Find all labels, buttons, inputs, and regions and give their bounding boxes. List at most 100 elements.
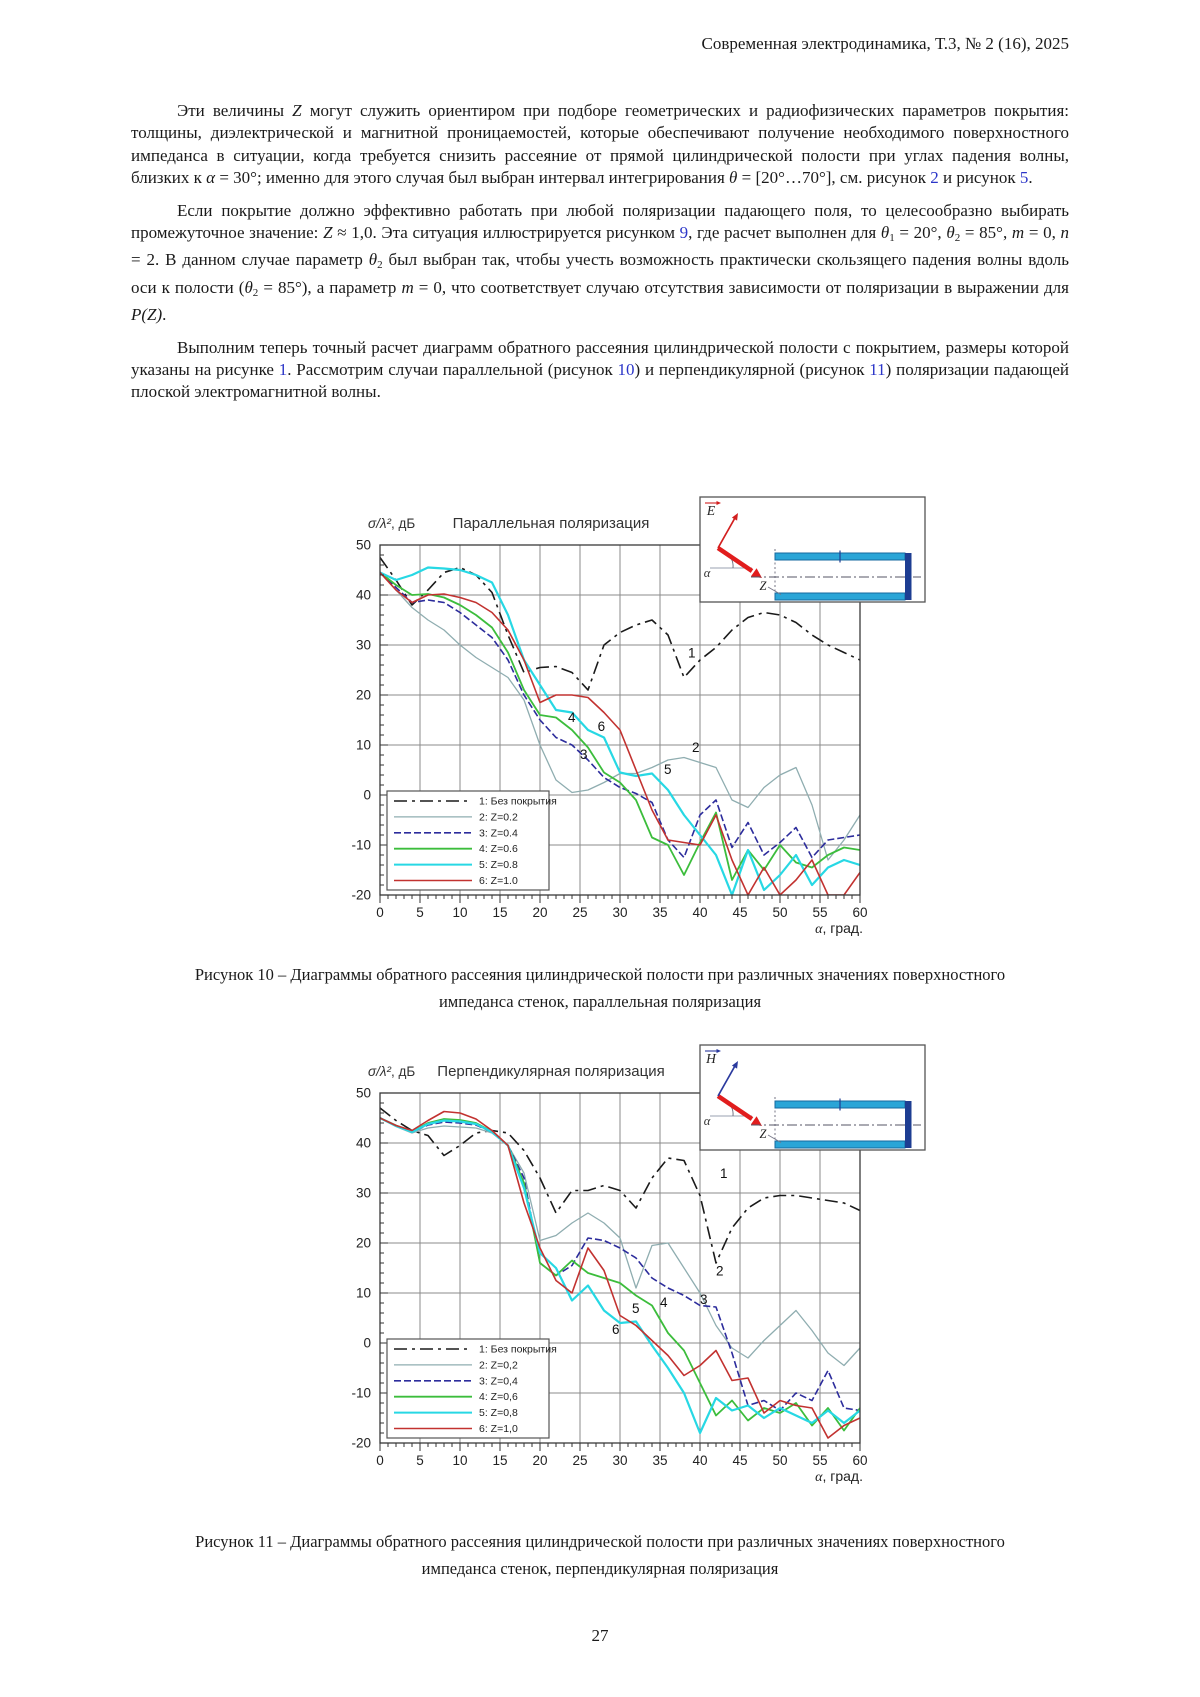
y-tick-label: 10 bbox=[356, 738, 371, 753]
text-segment: θ bbox=[880, 223, 890, 243]
x-tick-label: 25 bbox=[572, 905, 587, 920]
chart-title: Перпендикулярная поляризация bbox=[437, 1063, 664, 1080]
y-tick-label: -10 bbox=[351, 1386, 371, 1401]
text-segment: Z bbox=[323, 223, 333, 243]
text-segment: . Рассмотрим случаи параллельной (рисуно… bbox=[287, 360, 618, 380]
series-line bbox=[380, 1110, 860, 1439]
incident-wave-arrow-icon bbox=[716, 1094, 754, 1121]
text-segment: α bbox=[206, 168, 216, 188]
y-tick-label: 20 bbox=[356, 1236, 371, 1251]
x-tick-label: 50 bbox=[772, 1453, 787, 1468]
text-segment: Эти величины bbox=[177, 101, 293, 120]
text-segment: 1 bbox=[889, 232, 895, 245]
x-tick-label: 50 bbox=[772, 905, 787, 920]
curve-label: 3 bbox=[580, 747, 588, 762]
figure-reference-link[interactable]: 9 bbox=[679, 223, 689, 243]
text-segment: Выполним теперь точный расчет диаграмм о… bbox=[131, 337, 1069, 380]
legend: 1: Без покрытия 2: Z=0,2 3: Z=0,4 4: Z=0,6 5… bbox=[386, 1338, 557, 1439]
y-tick-label: -20 bbox=[351, 1436, 371, 1451]
x-tick-label: 0 bbox=[376, 1453, 384, 1468]
legend-entry-label: 6: Z=1,0 bbox=[479, 1423, 518, 1435]
field-vector-arrow-icon bbox=[717, 1064, 737, 1097]
text-segment: . bbox=[1028, 168, 1033, 188]
field-vector-label: E bbox=[706, 503, 716, 518]
y-tick-label: 30 bbox=[356, 638, 371, 653]
figure-reference-link[interactable]: 2 bbox=[930, 168, 939, 188]
x-tick-label: 25 bbox=[572, 1453, 587, 1468]
x-tick-label: 55 bbox=[812, 905, 827, 920]
text-segment: , где расчет выполнен для bbox=[688, 223, 881, 243]
text-segment: ≈ 1,0. Эта ситуация иллюстрируется рисун… bbox=[332, 223, 680, 243]
x-tick-label: 35 bbox=[652, 1453, 667, 1468]
z-pointer-line bbox=[767, 586, 782, 595]
text-segment: был выбран так, чтобы учесть возможность… bbox=[131, 250, 1069, 297]
body-text: Эти величины Z могут служить ориентиром … bbox=[131, 100, 1069, 414]
legend-box bbox=[386, 790, 550, 891]
curve-label: 1 bbox=[720, 1166, 728, 1181]
x-tick-label: 5 bbox=[416, 905, 424, 920]
text-segment: Если покрытие должно эффективно работать… bbox=[131, 200, 1069, 243]
x-tick-label: 5 bbox=[416, 1453, 424, 1468]
figure-11-backscatter-perpendicular: 0 5 10 15 20 25 30 35 40 45 50 55 60 -20 -10 0 10 20 30 40 5… bbox=[330, 1008, 942, 1500]
caption-line: Рисунок 10 – Диаграммы обратного рассеян… bbox=[194, 965, 1006, 984]
inset-box bbox=[699, 1044, 926, 1151]
figure-10-caption: Рисунок 10 – Диаграммы обратного рассеян… bbox=[131, 961, 1069, 1015]
incident-wave-arrow-icon bbox=[716, 546, 754, 573]
y-tick-label: 50 bbox=[356, 1086, 371, 1101]
curve-label: 6 bbox=[612, 1322, 620, 1337]
y-tick-label: -20 bbox=[351, 888, 371, 903]
legend-entry-label: 5: Z=0.8 bbox=[479, 859, 518, 871]
field-vector-arrowhead-icon bbox=[731, 1061, 738, 1069]
inset-box bbox=[699, 496, 926, 603]
journal-header: Современная электродинамика, Т.3, № 2 (1… bbox=[701, 34, 1070, 53]
curve-label: 6 bbox=[598, 719, 606, 734]
inset-cavity-diagram: Hα Z bbox=[699, 1044, 926, 1151]
z-pointer-line bbox=[767, 1134, 782, 1143]
x-tick-label: 20 bbox=[532, 1453, 547, 1468]
field-vector-label: H bbox=[705, 1051, 717, 1066]
text-segment: и рисунок bbox=[938, 168, 1020, 188]
text-segment: = 0, что соответствует случаю отсутствия… bbox=[413, 277, 1069, 297]
y-tick-label: 20 bbox=[356, 688, 371, 703]
x-tick-label: 45 bbox=[732, 1453, 747, 1468]
x-tick-label: 30 bbox=[612, 1453, 627, 1468]
text-segment: = 85°), а параметр bbox=[258, 277, 402, 297]
figure-11-caption: Рисунок 11 – Диаграммы обратного рассеян… bbox=[131, 1528, 1069, 1582]
y-tick-label: 0 bbox=[363, 788, 371, 803]
x-tick-label: 60 bbox=[852, 905, 867, 920]
text-segment: = 0, bbox=[1024, 223, 1061, 243]
field-vector-arrowhead-icon bbox=[731, 513, 738, 521]
figure-reference-link[interactable]: 5 bbox=[1019, 168, 1029, 188]
x-tick-label: 30 bbox=[612, 905, 627, 920]
cavity-end-cap bbox=[905, 553, 912, 600]
x-tick-label: 40 bbox=[692, 905, 707, 920]
text-segment: = 20°, bbox=[894, 223, 947, 243]
text-segment: . bbox=[162, 305, 167, 325]
x-tick-label: 35 bbox=[652, 905, 667, 920]
text-segment: 2 bbox=[954, 232, 961, 245]
text-segment: = [20°…70°], см. рисунок bbox=[737, 168, 931, 188]
text-segment: 2 bbox=[377, 259, 383, 272]
paragraph: Эти величины Z могут служить ориентиром … bbox=[131, 100, 1069, 190]
curve-label: 5 bbox=[632, 1301, 640, 1316]
impedance-label: Z bbox=[760, 1127, 768, 1141]
series-line bbox=[380, 1117, 860, 1435]
figure-reference-link[interactable]: 1 bbox=[278, 360, 288, 380]
x-tick-label: 15 bbox=[492, 905, 507, 920]
legend-entry-label: 1: Без покрытия bbox=[479, 796, 557, 808]
x-tick-label: 40 bbox=[692, 1453, 707, 1468]
text-segment: ) поляризации падающей плоской электрома… bbox=[131, 360, 1069, 402]
axis-ticks bbox=[379, 1092, 861, 1451]
curve-label: 2 bbox=[716, 1264, 724, 1279]
figure-reference-link[interactable]: 11 bbox=[869, 360, 886, 380]
text-segment: θ bbox=[946, 223, 955, 243]
text-segment: n bbox=[1060, 223, 1070, 243]
text-segment: 2 bbox=[252, 286, 259, 299]
series-line bbox=[380, 571, 860, 859]
legend-entry-label: 4: Z=0.6 bbox=[479, 843, 518, 855]
text-segment: θ bbox=[244, 277, 253, 297]
vector-overarrow-head-icon bbox=[716, 501, 721, 505]
x-tick-label: 10 bbox=[452, 1453, 467, 1468]
figure-reference-link[interactable]: 10 bbox=[617, 360, 635, 380]
